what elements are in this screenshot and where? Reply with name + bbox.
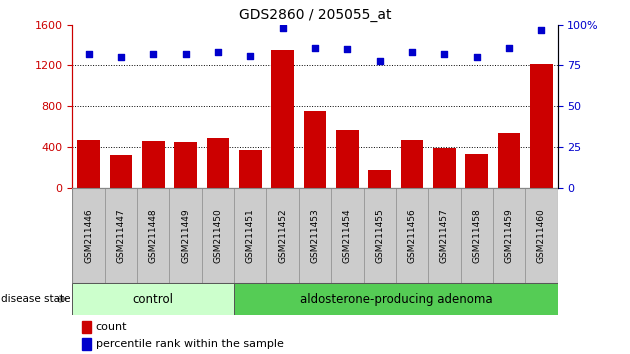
Text: GSM211447: GSM211447 [117,208,125,263]
Text: percentile rank within the sample: percentile rank within the sample [96,339,284,349]
Text: GSM211446: GSM211446 [84,208,93,263]
Bar [207,138,229,188]
Bar [401,140,423,188]
Point [245,53,255,58]
Text: control: control [133,293,174,306]
Bar [82,338,91,350]
Bar [82,321,91,333]
Bar [239,150,261,188]
Bar [498,133,520,188]
Text: GSM211460: GSM211460 [537,208,546,263]
Point [536,27,546,33]
Text: count: count [96,322,127,332]
Bar [336,130,358,188]
Bar [77,140,100,188]
Point [472,55,482,60]
Text: GSM211450: GSM211450 [214,208,222,263]
Bar [175,142,197,188]
Text: GSM211454: GSM211454 [343,208,352,263]
Text: GSM211452: GSM211452 [278,208,287,263]
Point [342,46,352,52]
Bar [72,283,234,315]
Point [116,55,126,60]
Bar [272,50,294,188]
Point [84,51,94,57]
Text: GSM211458: GSM211458 [472,208,481,263]
Text: GSM211457: GSM211457 [440,208,449,263]
Point [181,51,191,57]
Text: GSM211453: GSM211453 [311,208,319,263]
Bar [234,283,558,315]
Bar [433,148,455,188]
Point [375,58,385,63]
Point [439,51,449,57]
Text: GSM211455: GSM211455 [375,208,384,263]
Bar [142,141,164,188]
Bar [369,170,391,188]
Point [310,45,320,50]
Text: GSM211449: GSM211449 [181,208,190,263]
Point [278,25,288,31]
Title: GDS2860 / 205055_at: GDS2860 / 205055_at [239,8,391,22]
Point [213,50,223,55]
Bar [530,64,553,188]
Point [148,51,158,57]
Text: GSM211456: GSM211456 [408,208,416,263]
Bar [466,154,488,188]
Text: GSM211451: GSM211451 [246,208,255,263]
Text: GSM211459: GSM211459 [505,208,513,263]
Bar [110,155,132,188]
Bar [304,111,326,188]
Point [504,45,514,50]
Text: GSM211448: GSM211448 [149,208,158,263]
Text: disease state: disease state [1,294,71,304]
Text: aldosterone-producing adenoma: aldosterone-producing adenoma [299,293,492,306]
Point [407,50,417,55]
